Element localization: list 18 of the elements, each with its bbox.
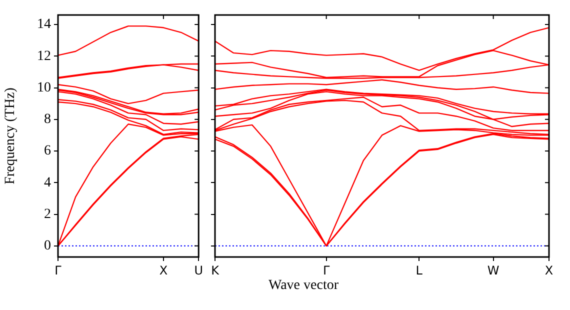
x-tick-label: X [159, 263, 168, 278]
y-tick-label: 12 [37, 48, 51, 64]
x-axis-title: Wave vector [268, 278, 340, 294]
y-axis-title: Frequency (THz) [3, 87, 18, 184]
y-tick-label: 6 [44, 144, 51, 159]
y-tick-label: 14 [37, 17, 51, 32]
x-tick-label: L [416, 263, 423, 278]
y-tick-label: 2 [44, 206, 51, 222]
x-tick-label: W [487, 263, 500, 278]
x-tick-label: X [544, 263, 554, 278]
y-tick-label: 8 [44, 112, 51, 128]
x-tick-label: Γ [54, 263, 62, 278]
x-tick-label: Γ [322, 263, 330, 278]
y-tick-label: 4 [44, 175, 51, 190]
x-tick-label: K [211, 263, 220, 278]
y-tick-label: 10 [37, 80, 51, 96]
y-tick-label: 0 [44, 238, 51, 254]
x-tick-label: U [194, 263, 204, 278]
